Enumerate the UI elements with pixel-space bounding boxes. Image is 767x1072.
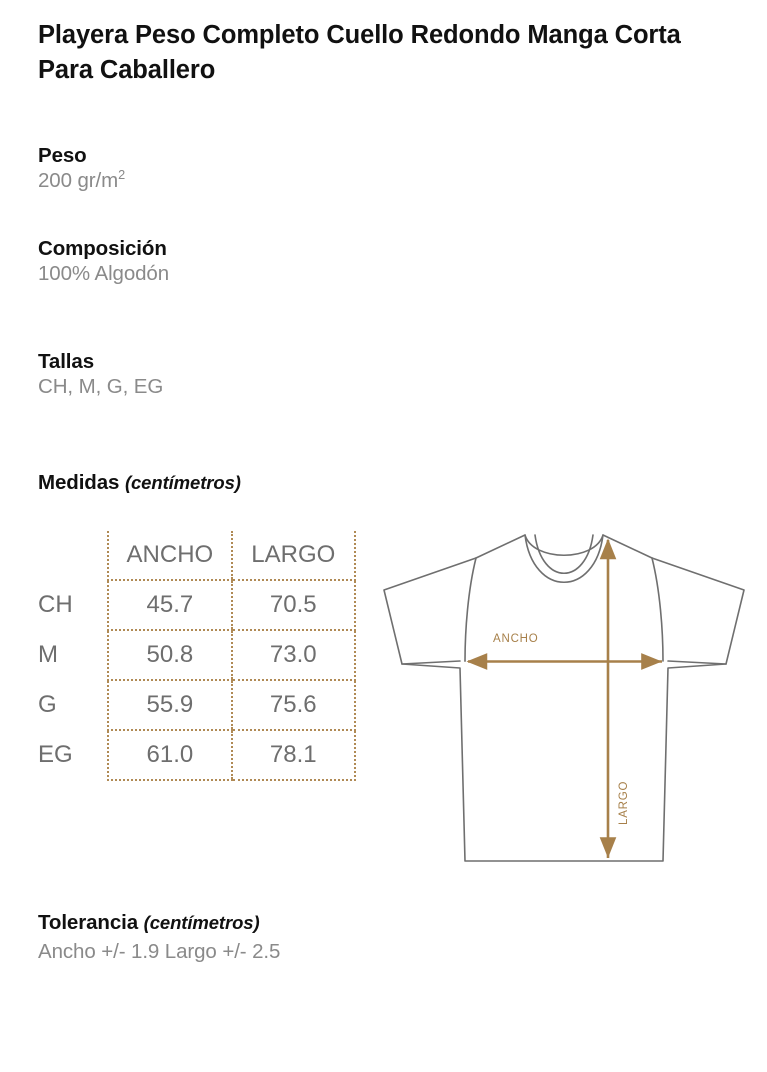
medidas-heading: Medidas (centímetros) [38,471,241,495]
page-title: Playera Peso Completo Cuello Redondo Man… [38,21,681,84]
cell-largo-eg: 78.1 [230,730,357,781]
spec-peso-superscript: 2 [118,167,126,183]
cell-largo-m: 73.0 [230,630,357,681]
row-size-label-m: M [38,641,58,668]
spec-tallas-label: Tallas [38,350,94,373]
spec-peso-value: 200 gr/m2 [38,168,458,195]
table-row: EG 61.0 78.1 [30,730,357,781]
row-size-label-ch: CH [38,591,73,618]
cell-ancho-g: 55.9 [107,680,232,731]
row-size-label-g: G [38,691,57,718]
table-corner-cell [30,531,108,580]
spec-composicion: Composición 100% Algodón [38,237,458,288]
spec-composicion-value: 100% Algodón [38,262,170,286]
diagram-label-largo: LARGO [618,781,630,825]
spec-tallas-value: CH, M, G, EG [38,375,164,399]
medidas-heading-unit: (centímetros) [124,472,241,493]
spec-peso-label: Peso [38,144,87,167]
spec-composicion-label: Composición [38,237,167,260]
tolerancia-heading: Tolerancia (centímetros) [38,911,558,935]
tolerancia-value: Ancho +/- 1.9 Largo +/- 2.5 [38,940,281,963]
cell-ancho-ch: 45.7 [107,580,232,631]
row-size-label-eg: EG [38,741,73,768]
tshirt-outline-icon [383,534,745,862]
tolerancia-heading-unit: (centímetros) [143,912,260,933]
table-row: M 50.8 73.0 [30,630,357,681]
column-header-ancho: ANCHO [107,531,232,581]
table-header-row: ANCHO LARGO [30,531,357,581]
cell-ancho-eg: 61.0 [107,730,232,781]
cell-ancho-m: 50.8 [107,630,232,681]
tolerancia-heading-label: Tolerancia [38,911,139,934]
diagram-label-ancho: ANCHO [493,633,539,645]
size-measurements-table: ANCHO LARGO CH 45.7 70.5 M 50.8 73.0 G 5… [30,531,357,781]
table-row: CH 45.7 70.5 [30,580,357,631]
cell-largo-g: 75.6 [230,680,357,731]
table-row: G 55.9 75.6 [30,680,357,731]
spec-tallas: Tallas CH, M, G, EG [38,350,458,401]
tshirt-measurement-diagram: ANCHO LARGO [370,520,760,890]
spec-peso-number: 200 gr/m [38,169,119,193]
medidas-heading-label: Medidas [38,471,120,494]
measurements-table: ANCHO LARGO CH 45.7 70.5 M 50.8 73.0 G 5… [30,531,360,781]
cell-largo-ch: 70.5 [230,580,357,631]
column-header-largo: LARGO [230,531,357,581]
tolerancia-section: Tolerancia (centímetros) Ancho +/- 1.9 L… [38,911,558,966]
spec-peso: Peso 200 gr/m2 [38,144,458,195]
